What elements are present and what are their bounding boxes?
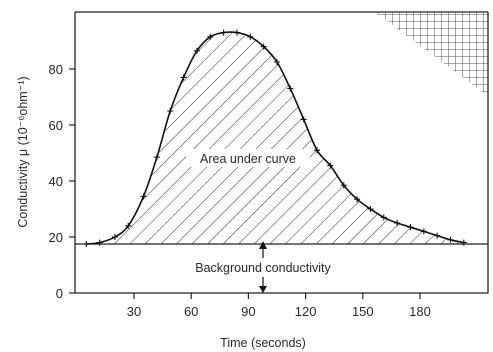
x-tick-label: 60 [184, 304, 198, 319]
x-tick-label: 30 [127, 304, 141, 319]
data-point [340, 182, 347, 189]
data-point [153, 154, 160, 161]
data-point [367, 206, 374, 212]
arrow-up-icon [259, 241, 267, 258]
data-point [327, 162, 334, 169]
data-point [180, 74, 187, 81]
data-point [300, 116, 307, 123]
area-label-backdrop [186, 149, 310, 167]
y-tick-label: 20 [49, 230, 63, 245]
data-point [125, 222, 132, 229]
data-point [83, 241, 90, 247]
data-point [247, 33, 254, 40]
data-point [407, 224, 414, 231]
x-tick-label: 150 [352, 304, 374, 319]
data-point [274, 59, 280, 65]
background-label: Background conductivity [195, 261, 331, 275]
data-point [354, 196, 361, 203]
data-point [207, 33, 214, 40]
data-point [233, 29, 240, 36]
y-axis-title: Conductivity μ (10⁻⁶ohm⁻¹) [16, 76, 30, 227]
x-tick-label: 180 [409, 304, 431, 319]
data-point [220, 29, 227, 36]
y-tick-label: 40 [49, 174, 63, 189]
y-tick-label: 80 [49, 62, 63, 77]
data-markers [83, 29, 467, 247]
data-point [260, 43, 267, 50]
area-label: Area under curve [200, 152, 296, 166]
area-under-curve [86, 32, 464, 245]
data-point [394, 220, 401, 226]
x-tick-label: 90 [241, 304, 255, 319]
data-point [434, 232, 441, 239]
data-point [460, 239, 467, 246]
data-point [380, 214, 387, 221]
y-tick-label: 0 [56, 286, 63, 301]
arrow-down-icon [259, 277, 267, 293]
data-point [193, 47, 200, 54]
data-point [140, 193, 147, 200]
data-point [287, 85, 294, 92]
x-tick-label: 120 [295, 304, 317, 319]
y-tick-label: 60 [49, 118, 63, 133]
data-point [447, 236, 454, 243]
data-point [111, 234, 118, 240]
x-axis: 30 60 90 120 150 180 [127, 293, 431, 319]
plot-frame [74, 11, 489, 294]
x-axis-title: Time (seconds) [220, 336, 306, 350]
data-point [314, 147, 321, 154]
y-axis: 0 20 40 60 80 [49, 62, 75, 301]
data-point [96, 239, 103, 246]
corner-crosshatch [375, 12, 488, 96]
data-point [167, 108, 174, 114]
data-point [420, 228, 427, 235]
